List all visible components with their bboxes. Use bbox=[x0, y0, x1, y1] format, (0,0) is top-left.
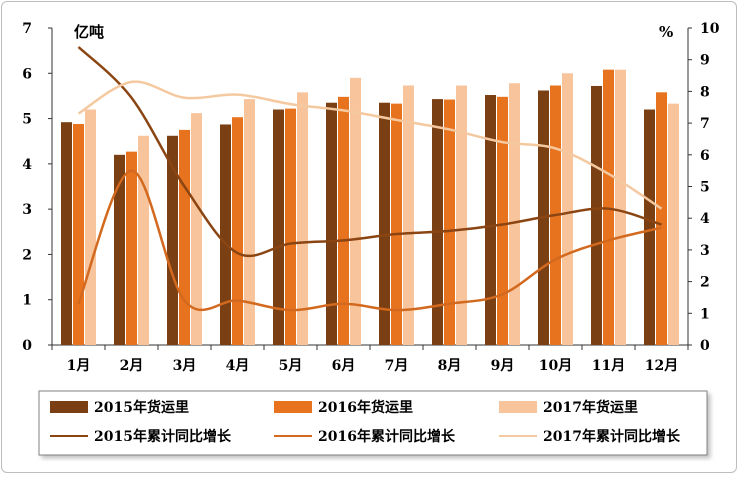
bar-2015年货运里-1月 bbox=[61, 122, 72, 346]
legend: 2015年货运里 2016年货运里 2017年货运里 2015年累计同比增长 2… bbox=[38, 390, 708, 456]
bar-2017年货运里-10月 bbox=[562, 73, 573, 346]
right-tick-label: 8 bbox=[700, 84, 710, 100]
line-2015年累计同比增长 bbox=[77, 46, 662, 258]
bar-2015年货运里-7月 bbox=[379, 102, 390, 345]
legend-label-line-2015: 2015年累计同比增长 bbox=[94, 428, 232, 445]
right-tick-label: 0 bbox=[700, 338, 710, 354]
bar-2017年货运里-8月 bbox=[456, 85, 467, 346]
bar-2017年货运里-4月 bbox=[244, 99, 255, 345]
x-tick-label: 7月 bbox=[385, 358, 409, 374]
bar-2015年货运里-9月 bbox=[485, 95, 496, 345]
x-tick-label: 3月 bbox=[173, 358, 197, 374]
left-tick-label: 3 bbox=[22, 202, 32, 218]
bar-2017年货运里-7月 bbox=[403, 85, 414, 346]
legend-label-bar-2016: 2016年货运里 bbox=[318, 399, 413, 416]
line-2017年累计同比增长 bbox=[77, 80, 663, 210]
bar-2016年货运里-1月 bbox=[73, 124, 84, 346]
bar-2015年货运里-8月 bbox=[432, 99, 443, 345]
bar-2017年货运里-1月 bbox=[85, 109, 96, 345]
left-tick-label: 5 bbox=[22, 112, 32, 128]
x-tick-label: 12月 bbox=[645, 358, 678, 374]
bar-2017年货运里-6月 bbox=[350, 77, 361, 346]
x-tick-label: 11月 bbox=[592, 358, 625, 374]
right-axis-unit: % bbox=[659, 23, 673, 41]
legend-swatch-bar-2015 bbox=[50, 401, 88, 413]
line-2016年累计同比增长 bbox=[77, 169, 662, 312]
bar-2016年货运里-7月 bbox=[391, 103, 402, 346]
bar-2017年货运里-2月 bbox=[138, 135, 149, 345]
legend-label-line-2017: 2017年累计同比增长 bbox=[543, 428, 681, 445]
legend-swatch-bar-2016 bbox=[274, 401, 312, 413]
x-tick-label: 10月 bbox=[539, 358, 572, 374]
left-tick-label: 6 bbox=[22, 66, 32, 82]
x-tick-label: 6月 bbox=[332, 358, 356, 374]
bar-2015年货运里-12月 bbox=[644, 109, 655, 345]
bar-2017年货运里-9月 bbox=[509, 83, 520, 346]
right-tick-label: 7 bbox=[700, 116, 710, 132]
bar-2016年货运里-8月 bbox=[444, 99, 455, 346]
bar-2016年货运里-12月 bbox=[656, 92, 667, 345]
right-tick-label: 10 bbox=[700, 21, 720, 37]
legend-label-line-2016: 2016年累计同比增长 bbox=[318, 428, 456, 445]
legend-label-bar-2017: 2017年货运里 bbox=[543, 399, 638, 416]
x-tick-label: 1月 bbox=[67, 358, 91, 374]
bar-2016年货运里-5月 bbox=[285, 108, 296, 345]
legend-swatch-bar-2017 bbox=[499, 401, 537, 413]
bar-2015年货运里-5月 bbox=[273, 109, 284, 345]
bar-2016年货运里-4月 bbox=[232, 117, 243, 345]
left-tick-label: 2 bbox=[22, 247, 32, 263]
right-tick-label: 5 bbox=[700, 180, 710, 196]
bar-2017年货运里-3月 bbox=[191, 113, 202, 345]
right-tick-label: 1 bbox=[700, 306, 710, 322]
bar-2016年货运里-11月 bbox=[603, 69, 614, 346]
right-tick-label: 9 bbox=[700, 53, 710, 69]
left-tick-label: 1 bbox=[22, 293, 32, 309]
right-tick-label: 2 bbox=[700, 275, 710, 291]
left-axis-unit: 亿吨 bbox=[74, 23, 104, 41]
bar-2015年货运里-3月 bbox=[167, 135, 178, 345]
right-tick-label: 3 bbox=[700, 243, 710, 259]
left-tick-label: 7 bbox=[22, 21, 32, 37]
bar-2016年货运里-2月 bbox=[126, 151, 137, 345]
x-tick-label: 8月 bbox=[438, 358, 462, 374]
bar-2015年货运里-11月 bbox=[591, 85, 602, 346]
bar-2017年货运里-12月 bbox=[668, 103, 679, 346]
bar-2016年货运里-9月 bbox=[497, 96, 508, 345]
bar-2016年货运里-3月 bbox=[179, 129, 190, 345]
right-tick-label: 6 bbox=[700, 148, 710, 164]
left-tick-label: 0 bbox=[22, 338, 32, 354]
plot-area: 0 1 2 3 4 5 6 7 0 1 2 3 4 5 6 7 8 9 10 1月 2月 3月 4月 5月 6月 7月 8月 9月 10… bbox=[22, 21, 719, 374]
bar-2017年货运里-11月 bbox=[615, 69, 626, 346]
bar-2015年货运里-4月 bbox=[220, 124, 231, 345]
bar-2017年货运里-5月 bbox=[297, 92, 308, 345]
x-tick-label: 5月 bbox=[279, 358, 303, 374]
bar-2016年货运里-6月 bbox=[338, 96, 349, 345]
x-tick-label: 4月 bbox=[226, 358, 250, 374]
x-tick-label: 9月 bbox=[491, 358, 515, 374]
legend-box bbox=[38, 390, 708, 456]
bar-2015年货运里-2月 bbox=[114, 154, 125, 345]
right-tick-label: 4 bbox=[700, 211, 710, 227]
bar-2015年货运里-6月 bbox=[326, 102, 337, 345]
left-tick-label: 4 bbox=[22, 157, 32, 173]
legend-label-bar-2015: 2015年货运里 bbox=[94, 399, 189, 416]
x-tick-label: 2月 bbox=[120, 358, 144, 374]
